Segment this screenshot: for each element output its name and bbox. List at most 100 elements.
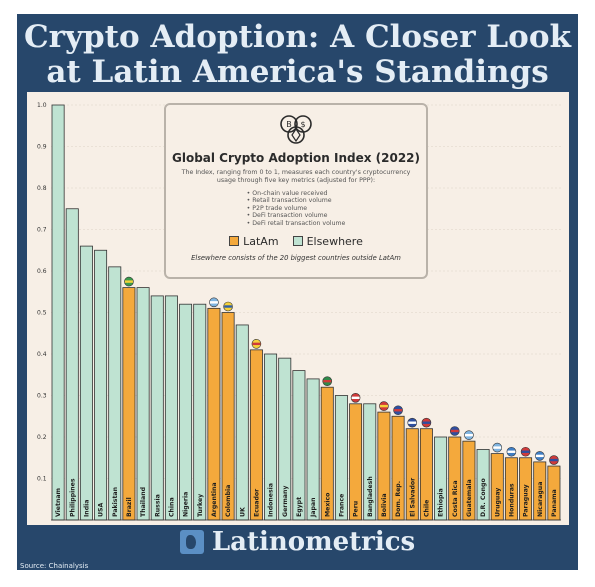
y-tick-label: 0.9 bbox=[37, 144, 47, 151]
flag-stripe bbox=[464, 433, 473, 437]
category-label: Nicaragua bbox=[537, 482, 544, 517]
category-label: Ecuador bbox=[253, 488, 260, 517]
legend-entries: LatAm Elsewhere bbox=[166, 235, 426, 248]
source-note: Source: Chainalysis bbox=[20, 562, 89, 570]
title-line-1: Crypto Adoption: A Closer Look bbox=[23, 19, 571, 55]
category-label: Uruguay bbox=[494, 488, 501, 517]
flag-stripe bbox=[379, 404, 388, 408]
category-label: UK bbox=[239, 507, 246, 517]
brand-name: Latinometrics bbox=[211, 527, 416, 557]
category-label: France bbox=[338, 494, 345, 517]
y-tick-label: 1.0 bbox=[37, 102, 47, 109]
category-label: Egypt bbox=[296, 497, 303, 517]
bar bbox=[179, 303, 193, 521]
elsewhere-swatch bbox=[292, 236, 303, 247]
metric-item: DeFi transaction volume bbox=[247, 212, 346, 219]
category-label: Indonesia bbox=[268, 483, 275, 517]
index-description: The Index, ranging from 0 to 1, measures… bbox=[181, 169, 411, 184]
bar bbox=[79, 245, 93, 521]
category-label: Chile bbox=[423, 500, 430, 517]
legend-heading: Global Crypto Adoption Index (2022) bbox=[171, 151, 421, 165]
y-tick-label: 0.3 bbox=[37, 393, 47, 400]
bar bbox=[108, 266, 122, 521]
flag-stripe bbox=[493, 446, 502, 449]
svg-text:$: $ bbox=[300, 120, 305, 129]
y-tick-label: 0.6 bbox=[37, 268, 47, 275]
bar bbox=[235, 324, 249, 521]
category-label: Paraguay bbox=[523, 484, 530, 517]
legend-box: B $ Global Crypto Adoption Index (2022) … bbox=[164, 103, 428, 279]
bar bbox=[164, 295, 178, 521]
flag-stripe bbox=[535, 454, 544, 458]
page-title: Crypto Adoption: A Closer Look at Latin … bbox=[17, 20, 578, 90]
category-label: Ethiopia bbox=[438, 488, 445, 517]
category-label: D.R. Congo bbox=[480, 478, 487, 517]
flag-stripe bbox=[394, 409, 403, 412]
category-label: Mexico bbox=[324, 493, 331, 517]
flag-stripe bbox=[323, 380, 332, 383]
category-label: Thailand bbox=[140, 487, 147, 517]
crypto-coins-icon: B $ bbox=[280, 115, 312, 144]
flag-stripe bbox=[224, 305, 233, 308]
category-label: Japan bbox=[310, 498, 317, 519]
metric-item: On-chain value received bbox=[247, 190, 346, 197]
metric-item: DeFi retail transaction volume bbox=[247, 220, 345, 227]
metric-item: Retail transaction volume bbox=[247, 197, 346, 204]
bar bbox=[136, 287, 150, 521]
bar-chart: 0.1 0.2 0.3 0.4 0.5 0.6 0.7 0.8 0.9 1.0 Vietnam Phi… bbox=[37, 102, 561, 521]
category-label: Argentina bbox=[211, 482, 218, 517]
flag-stripe bbox=[408, 421, 417, 424]
category-label: Germany bbox=[282, 486, 289, 517]
category-label: Dom. Rep. bbox=[395, 481, 402, 517]
legend-note: Elsewhere consists of the 20 biggest cou… bbox=[191, 253, 401, 262]
category-label: China bbox=[168, 497, 175, 517]
latam-label: LatAm bbox=[243, 234, 279, 248]
category-label: Bangladesh bbox=[367, 476, 374, 517]
legend-entry-elsewhere: Elsewhere bbox=[292, 234, 363, 248]
category-label: India bbox=[83, 500, 90, 517]
bar bbox=[122, 287, 136, 521]
flag-stripe bbox=[124, 280, 133, 283]
category-label: Colombia bbox=[225, 485, 232, 517]
category-label: Peru bbox=[353, 501, 360, 517]
category-label: Pakistan bbox=[112, 487, 119, 517]
category-label: Nigeria bbox=[183, 492, 190, 517]
flag-stripe bbox=[549, 458, 558, 462]
category-label: Philippines bbox=[69, 478, 76, 517]
brand-footer: Latinometrics bbox=[17, 524, 578, 560]
flag-stripe bbox=[507, 450, 516, 453]
y-tick-label: 0.1 bbox=[37, 476, 47, 483]
category-label: Vietnam bbox=[55, 488, 62, 517]
category-label: Panama bbox=[551, 489, 558, 517]
category-label: Bolivia bbox=[381, 493, 388, 517]
bar bbox=[51, 104, 65, 521]
svg-text:B: B bbox=[286, 120, 292, 129]
metrics-list: On-chain value received Retail transacti… bbox=[247, 190, 346, 227]
category-label: Honduras bbox=[508, 483, 515, 517]
y-tick-label: 0.5 bbox=[37, 310, 47, 317]
bar bbox=[94, 249, 108, 521]
category-label: El Salvador bbox=[409, 477, 416, 517]
flag-stripe bbox=[209, 301, 218, 304]
flag-stripe bbox=[450, 429, 459, 433]
flag-stripe bbox=[351, 396, 360, 399]
y-tick-label: 0.2 bbox=[37, 434, 47, 441]
legend-entry-latam: LatAm bbox=[229, 234, 279, 248]
category-label: USA bbox=[98, 503, 105, 517]
category-label: Costa Rica bbox=[452, 481, 459, 518]
title-line-2: at Latin America's Standings bbox=[46, 54, 549, 90]
category-label: Turkey bbox=[197, 494, 204, 517]
latinometrics-logo-icon bbox=[179, 530, 204, 554]
category-label: Guatemala bbox=[466, 479, 473, 517]
bar bbox=[65, 208, 79, 521]
latam-swatch bbox=[229, 236, 240, 247]
category-label: Brazil bbox=[126, 497, 133, 517]
y-tick-label: 0.7 bbox=[37, 227, 47, 234]
metric-item: P2P trade volume bbox=[247, 205, 346, 212]
flag-stripe bbox=[422, 421, 431, 424]
elsewhere-label: Elsewhere bbox=[306, 234, 363, 248]
y-tick-label: 0.8 bbox=[37, 185, 47, 192]
bar bbox=[193, 303, 207, 521]
bar bbox=[150, 295, 164, 521]
y-tick-label: 0.4 bbox=[37, 351, 47, 358]
